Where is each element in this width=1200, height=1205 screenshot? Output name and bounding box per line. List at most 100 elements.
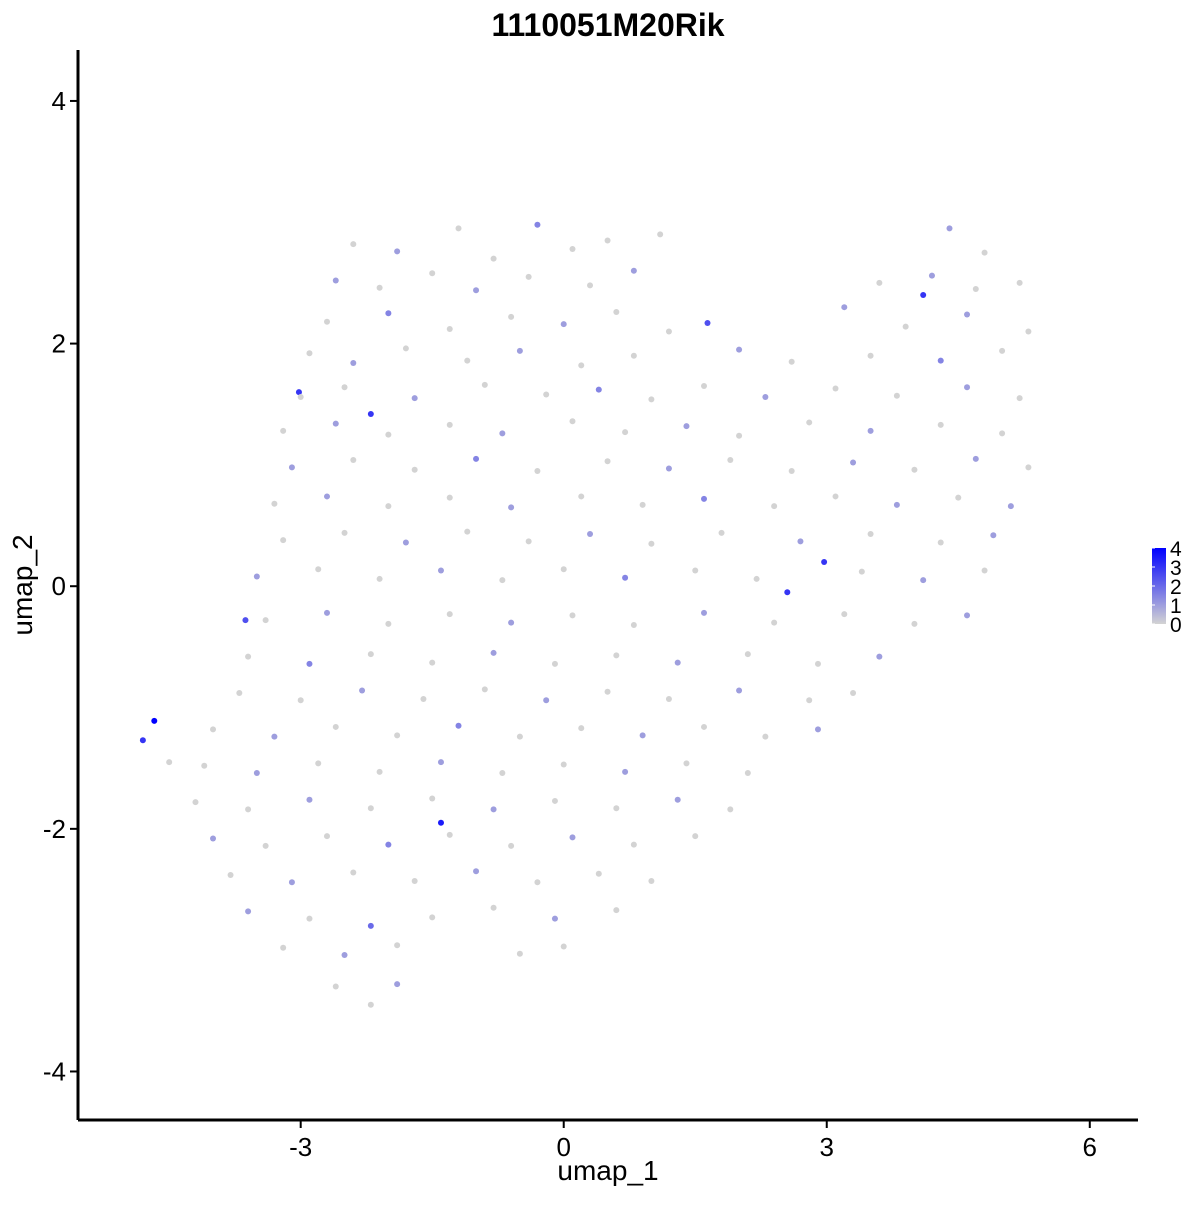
point (727, 457, 734, 464)
point (350, 241, 357, 248)
point (306, 350, 313, 357)
point (578, 493, 585, 500)
point (622, 574, 629, 581)
point (964, 384, 971, 391)
point (1016, 279, 1023, 286)
point (385, 310, 392, 317)
point (736, 432, 743, 439)
x-tick-label: -3 (289, 1132, 312, 1162)
point (525, 273, 532, 280)
point (911, 620, 918, 627)
point (832, 493, 839, 500)
point (508, 842, 515, 849)
point (332, 277, 339, 284)
point (394, 942, 401, 949)
point (297, 393, 304, 400)
point (981, 249, 988, 256)
point (1007, 503, 1014, 510)
point (569, 834, 576, 841)
point (411, 466, 418, 473)
point (411, 395, 418, 402)
point (236, 689, 243, 696)
point (271, 733, 278, 740)
point (797, 538, 804, 545)
point (271, 500, 278, 507)
point (543, 391, 550, 398)
point (385, 503, 392, 510)
point (858, 568, 865, 575)
point (420, 696, 427, 703)
point (437, 759, 444, 766)
point (534, 879, 541, 886)
point (850, 459, 857, 466)
point (437, 819, 444, 826)
point (376, 575, 383, 582)
point (385, 620, 392, 627)
point (332, 983, 339, 990)
point (166, 759, 173, 766)
point (981, 567, 988, 574)
point (543, 697, 550, 704)
point (350, 457, 357, 464)
point (350, 359, 357, 366)
point (587, 531, 594, 538)
point (630, 841, 637, 848)
y-tick-label: 2 (52, 329, 66, 359)
point (429, 795, 436, 802)
point (560, 566, 567, 573)
point (367, 651, 374, 658)
point (876, 279, 883, 286)
point (551, 660, 558, 667)
point (946, 225, 953, 232)
point (727, 806, 734, 813)
point (665, 465, 672, 472)
point (323, 833, 330, 840)
colorbar-tick-label: 3 (1170, 557, 1182, 580)
point (814, 660, 821, 667)
point (613, 652, 620, 659)
point (692, 567, 699, 574)
point (701, 723, 708, 730)
point (385, 431, 392, 438)
point (490, 806, 497, 813)
point (604, 237, 611, 244)
point (323, 609, 330, 616)
point (718, 529, 725, 536)
point (376, 768, 383, 775)
point (394, 732, 401, 739)
point (639, 732, 646, 739)
point (306, 915, 313, 922)
point (473, 455, 480, 462)
point (402, 345, 409, 352)
point (367, 922, 374, 929)
point (332, 723, 339, 730)
point (280, 427, 287, 434)
point (429, 914, 436, 921)
point (964, 311, 971, 318)
point (753, 575, 760, 582)
point (429, 659, 436, 666)
point (473, 287, 480, 294)
point (508, 313, 515, 320)
point (604, 458, 611, 465)
y-tick-label: 0 (52, 571, 66, 601)
point (771, 619, 778, 626)
point (665, 328, 672, 335)
point (262, 617, 269, 624)
point (227, 871, 234, 878)
point (821, 558, 828, 565)
point (499, 430, 506, 437)
point (306, 660, 313, 667)
point (297, 697, 304, 704)
point (850, 689, 857, 696)
chart-title: 1110051M20Rik (491, 7, 724, 43)
point (784, 589, 791, 596)
point (613, 805, 620, 812)
point (446, 611, 453, 618)
point (1025, 328, 1032, 335)
point (999, 430, 1006, 437)
point (560, 321, 567, 328)
point (595, 386, 602, 393)
point (806, 697, 813, 704)
